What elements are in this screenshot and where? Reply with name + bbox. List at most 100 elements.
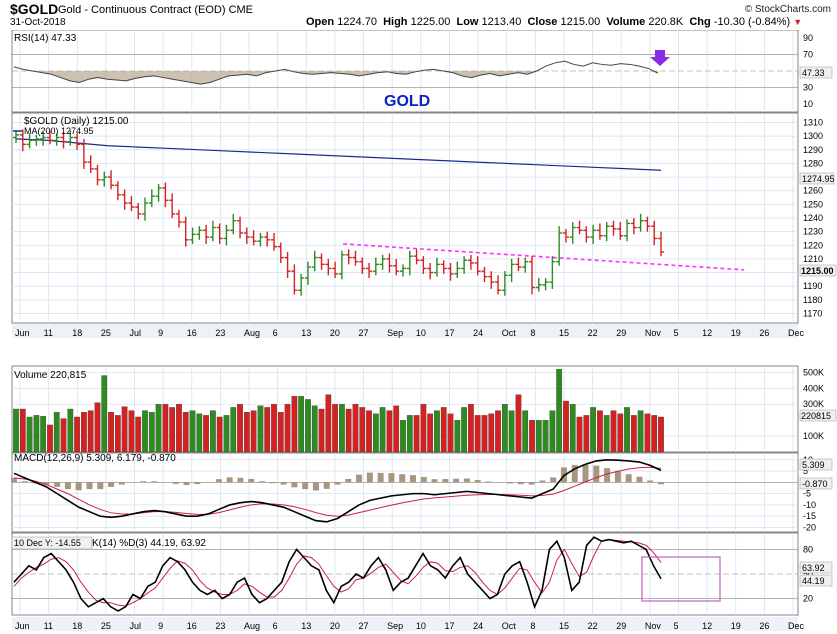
macd-hist-bar [259,481,266,483]
up-bar [535,278,542,292]
volume-bar [339,404,345,453]
down-bar [366,263,373,278]
macd-legend: MACD(12,26,9) 5.309, 6.179, -0.870 [14,453,176,464]
stochastic-d-label-box: 63.92 [799,561,833,574]
volume-bar [501,404,508,453]
volume-bar [81,412,87,453]
up-bar [33,134,40,146]
trendline [343,243,744,271]
x-tick-label: 19 [731,621,741,631]
volume-bar [549,410,556,453]
high-label: High [383,16,408,28]
macd-hist-bar [539,480,546,483]
volume-bar [60,418,67,453]
macd-y-tick: 5 [803,466,808,476]
volume-bar [284,404,291,453]
stochastic-d-line [13,539,662,607]
x-tick-label: Nov [645,621,662,631]
macd-hist-bar [237,477,244,483]
macd-line [13,458,662,523]
down-bar [610,220,617,236]
stochastic-legend: K(14) %D(3) 44.19, 63.92 [92,538,206,549]
volume-bar [590,407,596,453]
macd-panel: 1050-5-10-15-20 MACD(12,26,9) 5.309, 6.1… [11,453,833,532]
volume-bar [108,412,114,453]
volume-bar [298,396,305,453]
volume-bar [182,412,189,453]
x-tick-label: 6 [273,328,278,338]
macd-hist-bar [97,482,104,490]
gold-annotation: GOLD [384,93,430,110]
macd-hist-bar [453,478,460,483]
down-bar [318,253,325,270]
down-bar [162,182,169,208]
volume-bar [434,410,440,453]
volume-bar [243,412,250,453]
up-bar [230,213,237,235]
volume-bar [569,404,576,453]
volume-bar [155,404,162,453]
macd-hist-bar [64,482,71,490]
volume-bar [556,369,563,453]
volume-bar [447,413,454,453]
x-tick-label: 11 [44,621,53,631]
macd-hist-bar [75,482,82,491]
stochastic-d-label: 63.92 [802,563,825,573]
rsi-y-tick: 90 [803,33,813,43]
macd-hist-bar [507,482,514,484]
x-tick-label: Sep [387,328,403,338]
volume-bar [114,415,121,453]
x-tick-label: 25 [101,621,111,631]
tooltip-text: 10 Dec Y: -14.55 [14,538,81,548]
volume-bar [359,407,366,453]
macd-hist-bar [409,475,416,483]
up-bar [257,233,264,247]
volume-bar [47,424,53,453]
rsi-y-tick: 70 [803,50,813,60]
up-bar [549,256,556,289]
volume-bar [94,402,101,453]
volume-y-tick: 500K [803,367,824,377]
rsi-y-tick: 30 [803,82,813,92]
volume-bar [542,419,549,453]
rsi-y-tick: 10 [803,99,813,109]
rsi-line [13,60,659,85]
volume-bar [271,404,277,453]
rsi-last-label: 47.33 [802,68,825,78]
down-bar [169,193,176,218]
volume-bar [372,413,379,453]
panel-frames [11,29,799,616]
ma-label-box: 1274.95 [799,172,835,185]
down-bar [352,250,359,266]
down-bar [114,181,121,201]
x-tick-label: 24 [473,621,483,631]
rsi-last-label-box: 47.33 [799,66,833,79]
macd-hist-bar [377,472,384,483]
price-bars [13,129,664,296]
down-bar [467,254,474,270]
macd-hist-bar [474,480,481,483]
volume-bar [142,410,148,453]
up-bar [311,250,318,272]
down-bar [440,260,447,274]
up-bar [148,189,155,208]
price-y-tick: 1300 [803,131,823,141]
macd-hist-bar [248,478,255,483]
volume-bar [26,416,33,453]
down-bar [108,170,115,190]
chart-header: $GOLD Gold - Continuous Contract (EOD) C… [0,0,837,30]
rsi-legend: RSI(14) 47.33 [14,33,77,44]
down-bar [264,231,271,247]
x-tick-label: 26 [759,621,769,631]
down-bar [386,253,393,273]
macd-hist-bar [604,468,611,483]
macd-y-tick: -10 [803,500,816,510]
down-bar [237,216,244,239]
x-tick-label: 8 [530,328,535,338]
down-bar [644,216,651,232]
price-last-label-box: 1215.00 [799,264,837,277]
x-tick-label: 22 [588,621,598,631]
down-bar [87,155,94,173]
price-panel: 1310130012901280127012601250124012301220… [13,116,837,318]
x-tick-label: 26 [759,328,769,338]
